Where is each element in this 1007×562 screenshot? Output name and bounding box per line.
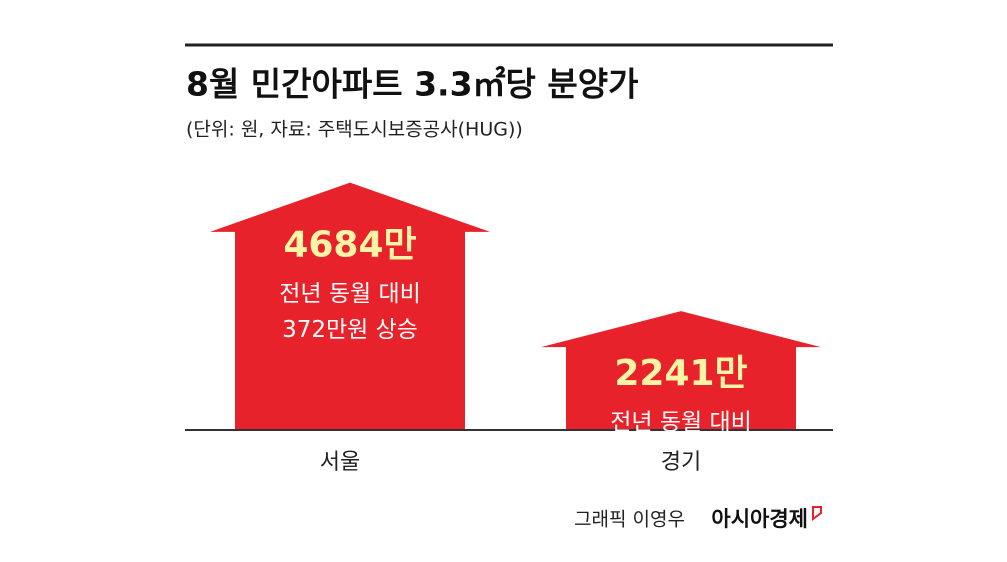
x-tick-label: 경기 bbox=[661, 450, 701, 475]
brand: 아시아경제 bbox=[711, 507, 808, 531]
value-label: 4684만 bbox=[283, 225, 416, 266]
value-label: 2241만 bbox=[614, 353, 747, 394]
credit: 그래픽 이영우 bbox=[574, 509, 685, 531]
chart-title: 8월 민간아파트 3.3㎡당 분양가 bbox=[186, 65, 639, 104]
note: 113만원 상승 bbox=[613, 446, 749, 472]
chart-subtitle: (단위: 원, 자료: 주택도시보증공사(HUG)) bbox=[186, 119, 523, 141]
brand-icon bbox=[812, 506, 822, 521]
note: 전년 동월 대비 bbox=[279, 281, 421, 307]
note: 372만원 상승 bbox=[282, 317, 418, 343]
x-tick-label: 서울 bbox=[320, 450, 360, 475]
house-bar bbox=[541, 311, 821, 429]
note: 전년 동월 대비 bbox=[610, 410, 752, 436]
house-bar bbox=[210, 182, 490, 429]
